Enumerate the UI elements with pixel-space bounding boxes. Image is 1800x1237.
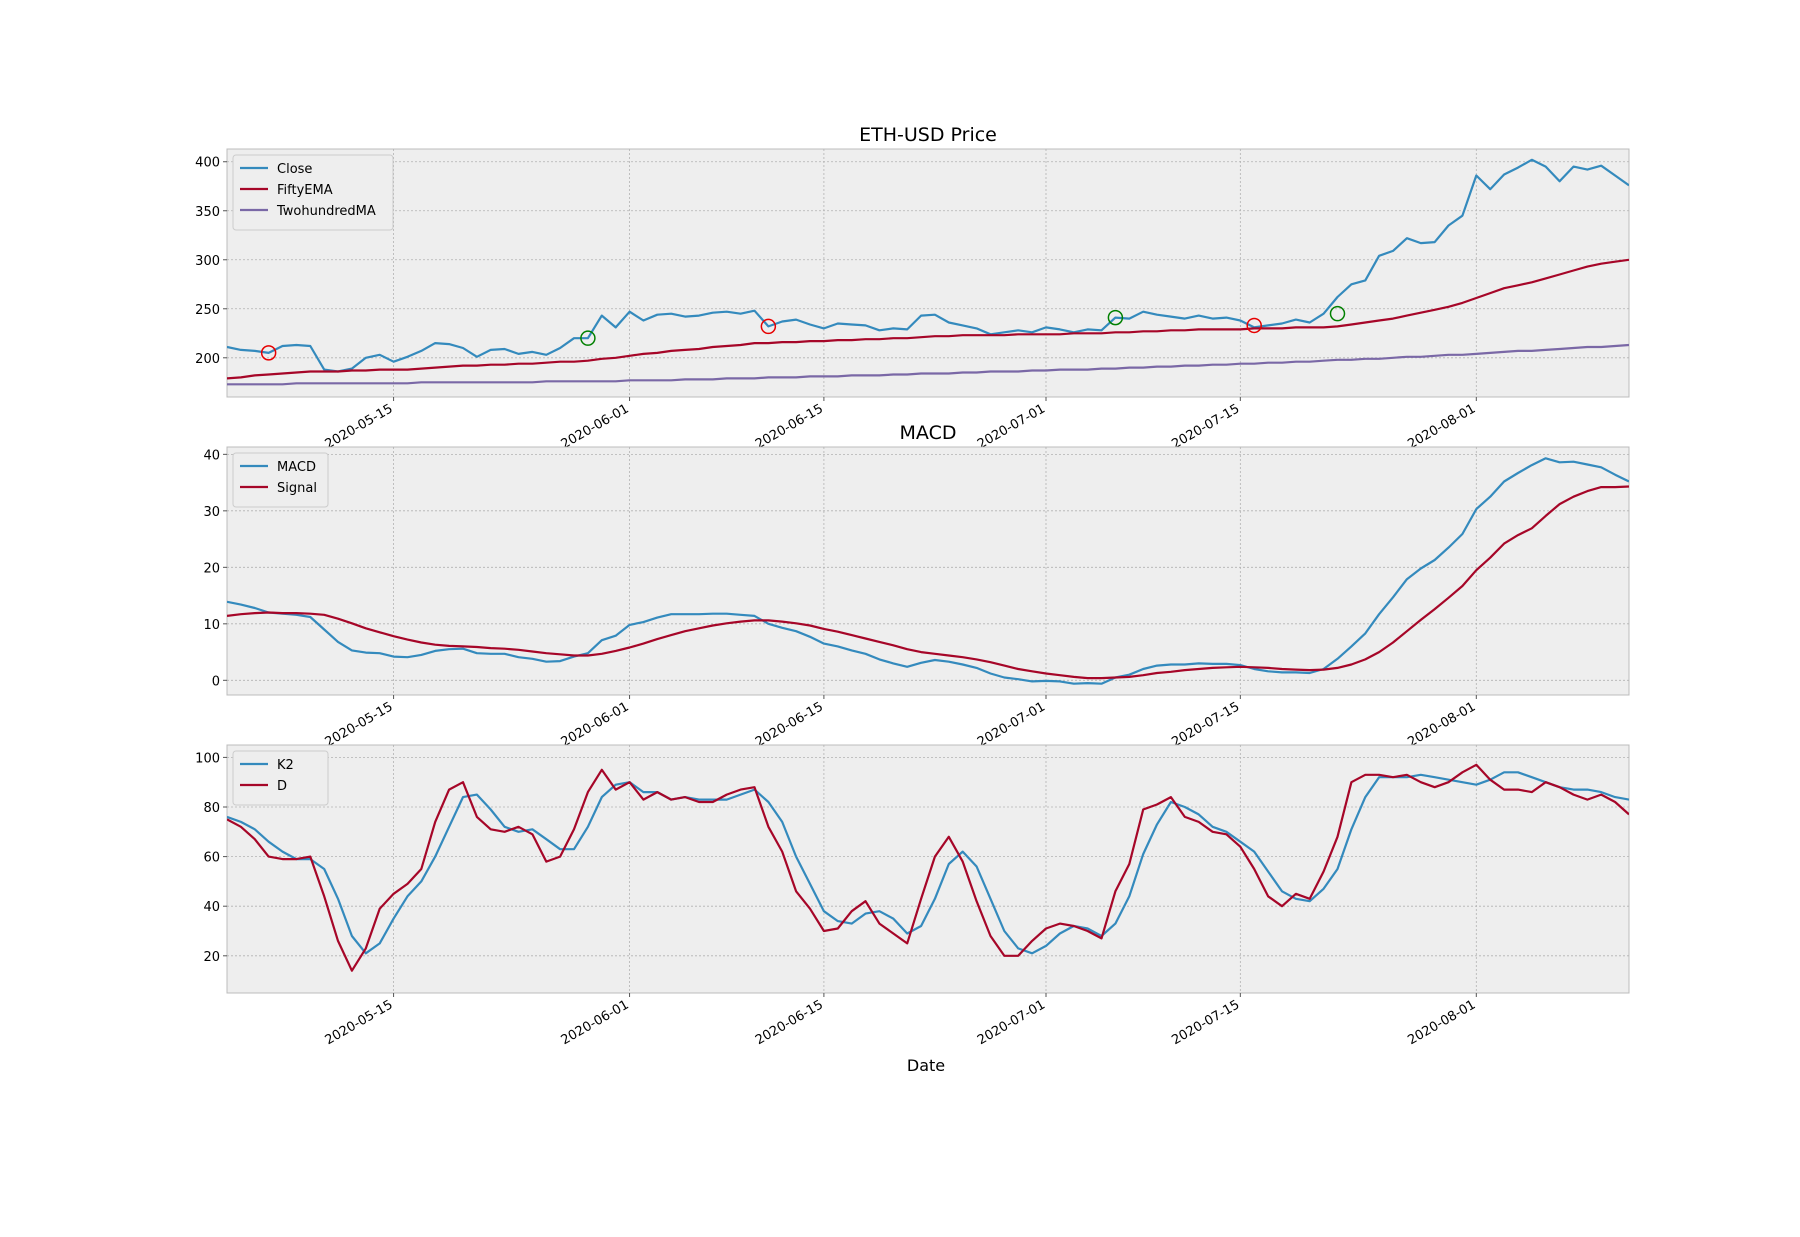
legend-label: MACD	[277, 460, 316, 475]
y-tick-label: 20	[203, 950, 220, 965]
y-tick-label: 10	[203, 618, 220, 633]
legend-label: K2	[277, 758, 294, 773]
y-tick-label: 250	[195, 303, 220, 318]
y-tick-label: 20	[203, 561, 220, 576]
chart-title: ETH-USD Price	[859, 124, 997, 146]
series-line-twohundredma	[227, 343, 1629, 386]
legend-label: FiftyEMA	[277, 183, 333, 198]
y-tick-label: 40	[203, 900, 220, 915]
y-tick-label: 60	[203, 851, 220, 866]
series-line-signal	[227, 485, 1629, 680]
y-tick-label: 200	[195, 352, 220, 367]
series-line-fiftyema	[227, 258, 1629, 380]
y-tick-label: 100	[195, 751, 220, 766]
legend: K2 D	[232, 750, 329, 806]
x-axis-label: Date	[907, 1056, 945, 1075]
signal-marker	[1246, 317, 1262, 334]
signal-marker	[760, 318, 777, 335]
legend-box	[232, 154, 394, 231]
series-line-close	[227, 158, 1629, 373]
series-line-k2	[227, 771, 1629, 955]
legend: MACD Signal	[232, 452, 329, 508]
signal-marker	[1329, 305, 1346, 322]
plot-area	[226, 744, 1630, 994]
y-tick-label: 40	[203, 448, 220, 463]
signal-marker	[260, 345, 277, 361]
y-tick-label: 0	[212, 674, 220, 689]
legend-label: D	[277, 779, 287, 794]
signal-marker	[1107, 309, 1124, 326]
y-tick-label: 400	[195, 156, 220, 171]
legend-label: Signal	[277, 481, 317, 496]
y-tick-label: 350	[195, 205, 220, 220]
legend-label: TwohundredMA	[276, 204, 376, 219]
series-line-d	[227, 763, 1629, 972]
signal-marker	[580, 330, 596, 346]
legend: Close FiftyEMA TwohundredMA	[232, 154, 394, 231]
y-tick-label: 30	[203, 505, 220, 520]
legend-label: Close	[277, 162, 312, 177]
series-line-macd	[227, 457, 1629, 685]
y-tick-label: 300	[195, 254, 220, 269]
y-tick-label: 80	[203, 801, 220, 816]
plot-area	[226, 148, 1630, 398]
chart-title: MACD	[900, 422, 957, 444]
